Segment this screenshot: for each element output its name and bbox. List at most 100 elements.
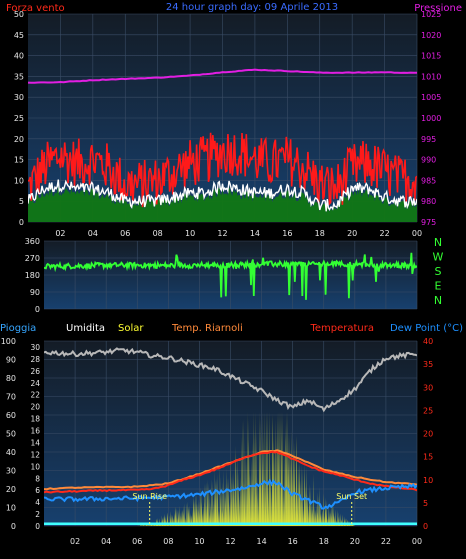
pressure-tick-label: 1005 — [421, 93, 441, 102]
wind-x-tick-label: 06 — [120, 229, 130, 238]
pressure-axis-label: Pressione — [414, 3, 462, 14]
humidity-tick-label: 50 — [6, 430, 16, 439]
wind-avg-line — [28, 179, 417, 212]
direction-tick-label: 180 — [25, 271, 40, 280]
wind-avg-fill — [28, 185, 417, 222]
wind-tick-label: 30 — [14, 93, 24, 102]
pressure-tick-label: 985 — [421, 176, 436, 185]
wind-x-tick-label: 12 — [217, 229, 227, 238]
pressure-tick-label: 1020 — [421, 31, 441, 40]
wind-x-tick-label: 08 — [153, 229, 163, 238]
wind-x-tick-label: 10 — [185, 229, 195, 238]
rain-tick-label: 26 — [30, 367, 40, 376]
compass-letter: N — [434, 294, 442, 307]
rain-tick-label: 8 — [35, 474, 40, 483]
dewpoint-line — [44, 478, 417, 510]
rain-tick-label: 30 — [30, 343, 40, 352]
temp-x-tick-label: 12 — [225, 537, 235, 546]
legend-entry: Pioggia — [0, 323, 36, 334]
temperature-tick-label: 30 — [423, 383, 433, 392]
wind-tick-label: 10 — [14, 176, 24, 185]
rain-tick-label: 12 — [30, 450, 40, 459]
rain-tick-label: 18 — [30, 415, 40, 424]
sun-rise-label: Sun Rise — [132, 492, 167, 501]
temp-legend: Pioggia Umidita Solar Temp. Riarnoli Tempera… — [0, 323, 463, 334]
compass-letter: W — [433, 251, 444, 264]
rain-tick-label: 24 — [30, 379, 40, 388]
legend-entry: Dew Point (°C) — [390, 323, 463, 334]
wind-x-tick-label: 02 — [55, 229, 65, 238]
wind-tick-label: 25 — [14, 114, 24, 123]
wind-x-tick-label: 20 — [347, 229, 357, 238]
humidity-line — [44, 347, 417, 413]
humidity-tick-label: 60 — [6, 411, 16, 420]
temp-x-tick-label: 18 — [319, 537, 329, 546]
temperature-tick-label: 0 — [423, 522, 428, 531]
legend-entry: Solar — [118, 323, 144, 334]
temp-x-tick-label: 14 — [256, 537, 266, 546]
direction-tick-label: 360 — [25, 237, 40, 246]
temperature-tick-label: 25 — [423, 406, 433, 415]
legend-entry: Temp. Riarnoli — [171, 323, 243, 334]
rain-tick-label: 22 — [30, 391, 40, 400]
wind-axis-label: Forza vento — [6, 3, 65, 14]
wind-tick-label: 50 — [14, 10, 24, 19]
rain-tick-label: 28 — [30, 355, 40, 364]
pressure-tick-label: 995 — [421, 135, 436, 144]
compass-letter: E — [435, 280, 442, 293]
temp-x-tick-label: 20 — [350, 537, 360, 546]
pressure-tick-label: 1000 — [421, 114, 441, 123]
wind-tick-label: 15 — [14, 156, 24, 165]
rain-tick-label: 16 — [30, 427, 40, 436]
temp-x-tick-label: 22 — [381, 537, 391, 546]
wind-tick-label: 35 — [14, 72, 24, 81]
wind-gust-line — [28, 132, 417, 208]
humidity-tick-label: 30 — [6, 467, 16, 476]
temperature-tick-label: 15 — [423, 453, 433, 462]
graph-title: 24 hour graph day: 09 Aprile 2013 — [166, 2, 338, 13]
compass-letter: S — [435, 265, 442, 278]
wind-x-tick-label: 18 — [315, 229, 325, 238]
temp-x-tick-label: 08 — [163, 537, 173, 546]
wind-x-tick-label: 04 — [88, 229, 98, 238]
wind-x-tick-label: 22 — [379, 229, 389, 238]
humidity-tick-label: 20 — [6, 485, 16, 494]
rain-tick-label: 0 — [35, 522, 40, 531]
rain-tick-label: 10 — [30, 462, 40, 471]
temperature-tick-label: 20 — [423, 430, 433, 439]
wind-x-tick-label: 14 — [250, 229, 260, 238]
axis-ticks: 0510152025303540455097598098599099510001… — [1, 10, 444, 546]
pressure-line — [28, 68, 417, 84]
rain-tick-label: 20 — [30, 403, 40, 412]
wind-tick-label: 45 — [14, 31, 24, 40]
legend-entry: Temperatura — [309, 323, 374, 334]
wind-tick-label: 0 — [19, 218, 24, 227]
wind-x-tick-label: 16 — [282, 229, 292, 238]
pressure-tick-label: 1025 — [421, 10, 441, 19]
humidity-tick-label: 40 — [6, 448, 16, 457]
humidity-tick-label: 70 — [6, 393, 16, 402]
wind-direction-line — [44, 252, 417, 300]
pressure-tick-label: 1010 — [421, 72, 441, 81]
rain-tick-label: 2 — [35, 510, 40, 519]
temp-x-tick-label: 16 — [288, 537, 298, 546]
rain-tick-label: 4 — [35, 498, 40, 507]
temp-x-tick-label: 10 — [194, 537, 204, 546]
wind-tick-label: 40 — [14, 52, 24, 61]
humidity-tick-label: 90 — [6, 356, 16, 365]
temp-x-tick-label: 06 — [132, 537, 142, 546]
pressure-tick-label: 990 — [421, 156, 436, 165]
direction-tick-label: 0 — [35, 305, 40, 314]
legend-entry: Umidita — [66, 323, 105, 334]
direction-tick-label: 90 — [30, 288, 40, 297]
temp-x-tick-label: 04 — [101, 537, 111, 546]
rain-tick-label: 14 — [30, 438, 40, 447]
direction-grid — [44, 240, 418, 310]
sun-set-label: Sun Set — [336, 492, 367, 501]
temp-x-tick-label: 02 — [70, 537, 80, 546]
humidity-tick-label: 10 — [6, 504, 16, 513]
rain-tick-label: 6 — [35, 486, 40, 495]
temperature-line — [44, 450, 417, 494]
